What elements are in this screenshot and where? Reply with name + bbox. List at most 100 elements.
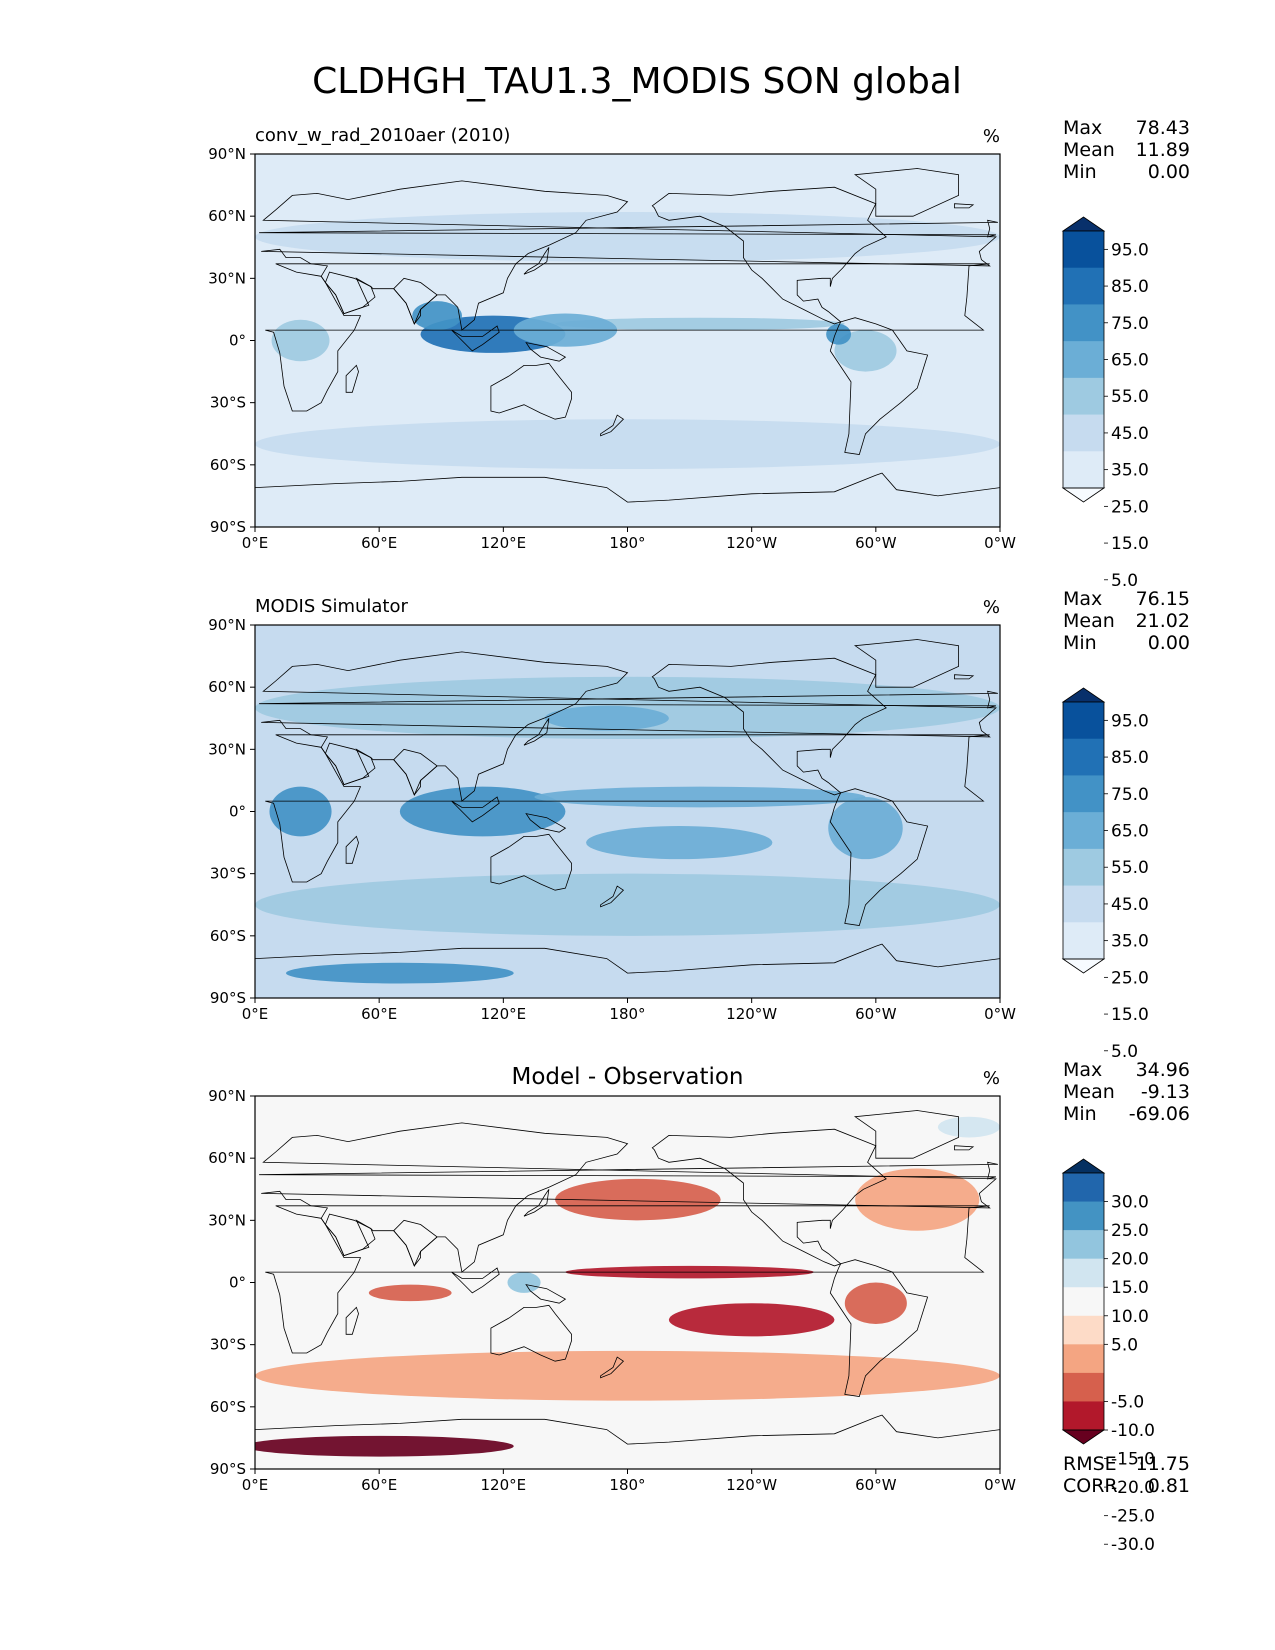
coastline-iceland — [954, 674, 975, 680]
coastlines — [255, 639, 1000, 998]
coastline-madagascar — [345, 364, 359, 393]
colorbar-top-extension — [1061, 1158, 1106, 1174]
x-tick-label: 60°W — [855, 1005, 897, 1023]
units-label: % — [983, 126, 1000, 147]
x-tick-label: 120°E — [481, 1005, 527, 1023]
x-tick-label: 0°E — [242, 1005, 269, 1023]
colorbar-bin — [1063, 1230, 1104, 1260]
colorbar-bin — [1063, 451, 1104, 489]
coastline-africa — [265, 263, 990, 412]
coastline-arabia — [324, 1213, 376, 1257]
colorbar-tick-label: 15.0 — [1111, 1278, 1149, 1298]
coastline-japan — [523, 718, 550, 746]
colorbar-tick-label: -30.0 — [1111, 1535, 1155, 1555]
colorbar-tick-label: 25.0 — [1111, 968, 1149, 988]
x-tick-label: 180° — [609, 1005, 645, 1023]
panel-1: 0°E 60°E 120°E 180° 120°W 60°W 0°W 90°N 60°N 30°N… — [208, 117, 1190, 591]
region-itcz-pacific — [534, 786, 866, 808]
metric-label: RMSE — [1063, 1453, 1117, 1475]
coastlines — [255, 168, 1000, 527]
region-maritime-continent — [507, 1272, 541, 1293]
region-amazon — [844, 1282, 907, 1324]
colorbar-tick-label: 75.0 — [1111, 785, 1149, 805]
region-warm-pool — [399, 786, 566, 837]
stat-value: -9.13 — [1141, 1081, 1190, 1103]
coastline-uk — [259, 690, 998, 709]
colorbar-bin — [1063, 738, 1104, 776]
coastline-antarctica — [255, 472, 1000, 527]
colorbar-top-extension — [1061, 216, 1106, 232]
coastline-antarctica — [255, 943, 1000, 998]
colorbar-bin — [1063, 1287, 1104, 1317]
y-tick-label: 90°N — [208, 145, 246, 163]
coastline-greenland — [853, 168, 959, 217]
x-tick-label: 60°E — [361, 1005, 397, 1023]
coastline-eurasia — [261, 180, 997, 331]
y-tick-label: 30°N — [208, 740, 246, 758]
colorbar-tick-label: 35.0 — [1111, 461, 1149, 481]
coastline-australia — [490, 833, 572, 891]
region-southern-ocean — [255, 1350, 1000, 1401]
region-spcz — [586, 826, 773, 860]
colorbar-tick-label: 5.0 — [1111, 1335, 1138, 1355]
x-tick-label: 0°E — [242, 1476, 269, 1494]
coastline-south-america — [829, 788, 929, 926]
colorbar: 95.0 85.0 75.0 65.0 55.0 45.0 35.0 25.0 15.0 5.0 — [1061, 216, 1149, 591]
colorbar-bin — [1063, 1372, 1104, 1402]
stat-value: 0.00 — [1148, 161, 1190, 183]
coastline-greenland — [853, 1110, 959, 1159]
colorbar-bottom-extension — [1061, 487, 1106, 503]
y-axis: 90°N 60°N 30°N 0° 30°S 60°S 90°S — [208, 1087, 255, 1478]
colorbar-bin — [1063, 231, 1104, 269]
colorbar-tick-label: 10.0 — [1111, 1307, 1149, 1327]
region-southern-ocean — [255, 873, 1000, 936]
colorbar-bin — [1063, 267, 1104, 305]
panel-2: 0°E 60°E 120°E 180° 120°W 60°W 0°W 90°N 60°N 30°N… — [208, 588, 1190, 1062]
colorbar-tick-label: -25.0 — [1111, 1507, 1155, 1527]
colorbar-bin — [1063, 304, 1104, 342]
coastline-uk — [259, 219, 998, 238]
coastline-south-america — [829, 1259, 929, 1397]
colorbar-bin — [1063, 702, 1104, 740]
coastline-sumatra-borneo — [451, 325, 500, 352]
coastline-japan — [523, 1189, 550, 1217]
region-bay-of-bengal — [412, 301, 462, 331]
x-tick-label: 0°W — [984, 1476, 1016, 1494]
y-tick-label: 0° — [229, 332, 246, 350]
y-tick-label: 60°S — [210, 456, 246, 474]
colorbar-tick-label: 95.0 — [1111, 711, 1149, 731]
y-tick-label: 90°S — [210, 518, 246, 536]
y-tick-label: 30°N — [208, 269, 246, 287]
x-tick-label: 120°W — [726, 1005, 777, 1023]
colorbar-tick-label: 65.0 — [1111, 822, 1149, 842]
coastline-north-america — [651, 186, 887, 325]
coastline-australia — [490, 1304, 572, 1362]
y-tick-label: 30°S — [210, 1336, 246, 1354]
colorbar-bin — [1063, 885, 1104, 923]
colorbar-tick-label: 55.0 — [1111, 387, 1149, 407]
colorbar-tick-label: 55.0 — [1111, 858, 1149, 878]
x-tick-label: 0°W — [984, 1005, 1016, 1023]
coastline-new-zealand — [600, 885, 625, 908]
metric-value: 11.75 — [1136, 1453, 1190, 1475]
coastline-sumatra-borneo — [451, 796, 500, 823]
colorbar-tick-label: 45.0 — [1111, 424, 1149, 444]
y-tick-label: 0° — [229, 803, 246, 821]
colorbar-tick-label: 25.0 — [1111, 1221, 1149, 1241]
colorbar-bin — [1063, 1258, 1104, 1288]
region-antarctica — [255, 1435, 514, 1457]
coastline-new-guinea — [525, 1284, 567, 1304]
y-tick-label: 60°N — [208, 207, 246, 225]
stats: Max 78.43 Mean 11.89 Min 0.00 — [1063, 117, 1190, 183]
colorbar-tick-label: 25.0 — [1111, 497, 1149, 517]
colorbar-tick-label: -10.0 — [1111, 1421, 1155, 1441]
coastline-sumatra-borneo — [451, 1267, 500, 1294]
x-tick-label: 120°W — [726, 1476, 777, 1494]
stat-label: Max — [1063, 117, 1102, 139]
coastline-new-zealand — [600, 1356, 625, 1379]
colorbar-bin — [1063, 812, 1104, 850]
metric-label: CORR — [1063, 1475, 1118, 1497]
x-tick-label: 120°E — [481, 534, 527, 552]
y-axis: 90°N 60°N 30°N 0° 30°S 60°S 90°S — [208, 145, 255, 536]
